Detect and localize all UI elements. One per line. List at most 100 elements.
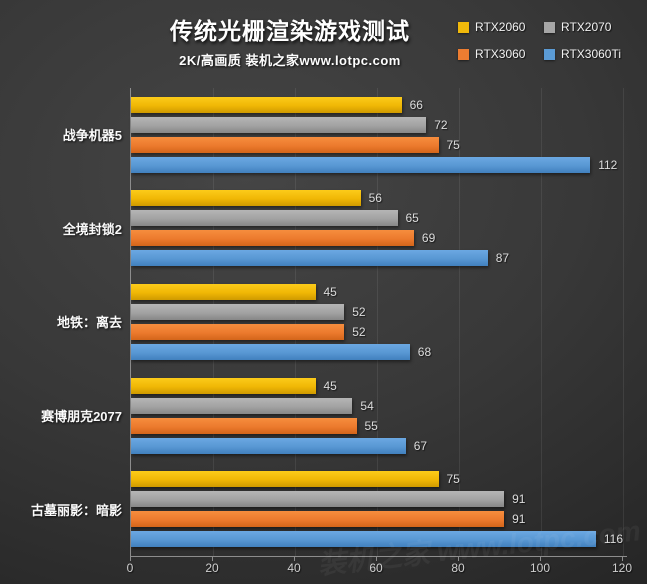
bar-value-label: 55 [364,418,378,433]
gridline [377,88,378,556]
category-label: 古墓丽影：暗影 [30,502,122,518]
bar-rtx3060 [131,417,357,434]
bar-rtx2060 [131,190,361,207]
bar-rtx3060 [131,136,439,153]
bar-value-label: 72 [434,117,448,132]
bar-value-label: 87 [495,251,510,266]
chart-title: 传统光栅渲染游戏测试 [170,18,410,44]
bar-row: 54 [131,397,623,414]
legend-item-rtx3060ti: RTX3060Ti [544,47,621,61]
x-axis-tick-label: 100 [529,561,551,575]
legend-swatch-icon [458,48,469,60]
gridline [459,88,460,556]
plot-area: 66 72 75 112 56 65 69 87 45 52 52 68 45 54 55 67 75 91 91 1… [130,88,624,556]
bar-rtx3060ti [131,343,410,360]
legend-swatch-icon [458,21,469,33]
bar-row: 52 [131,323,623,340]
x-axis-tick-label: 0 [126,561,134,575]
bar-row: 45 [131,283,623,300]
bar-rtx2070 [131,210,398,227]
bar-rtx2060 [131,283,316,300]
bar-value-label: 66 [409,97,423,112]
legend-swatch-icon [544,21,555,33]
category-label: 赛博朋克2077 [41,409,122,425]
gridline [295,88,296,556]
bar-value-label: 52 [352,304,366,319]
bar-value-label: 56 [368,191,382,206]
gridline [213,88,214,556]
x-axis-tick [622,556,623,561]
bar-row: 72 [131,116,623,133]
bar-rtx2060 [131,377,316,394]
bar-rtx2070 [131,491,505,508]
x-axis-tick [376,556,377,561]
legend-swatch-icon [544,48,555,60]
x-axis-tick [130,556,131,561]
category-label: 地铁：离去 [56,315,122,331]
chart-legend: RTX2060 RTX2070 RTX3060 RTX3060Ti [458,20,621,61]
bar-row: 65 [131,210,623,227]
bar-rtx3060 [131,511,505,528]
bar-row: 66 [131,96,623,113]
bar-group: 45 52 52 68 [131,275,623,369]
bar-rtx3060ti [131,531,596,548]
x-axis-tick-label: 120 [611,561,633,575]
legend-item-rtx2070: RTX2070 [544,20,621,34]
x-axis-tick-label: 60 [369,561,383,575]
x-axis-labels: 0 20 40 60 80 100 120 [126,561,632,577]
legend-label: RTX3060Ti [561,47,622,61]
bar-row: 91 [131,511,623,528]
bar-value-label: 65 [405,211,419,226]
bar-rtx3060 [131,323,345,340]
bar-value-label: 45 [323,378,337,393]
bar-value-label: 91 [512,492,526,507]
x-axis-ticks [130,556,623,561]
bar-rtx2060 [131,471,439,488]
bar-row: 67 [131,437,623,454]
bar-rtx3060ti [131,437,406,454]
legend-item-rtx3060: RTX3060 [458,47,544,61]
bar-rtx2060 [131,96,402,113]
x-axis-tick-label: 40 [287,561,301,575]
legend-item-rtx2060: RTX2060 [458,20,544,34]
bar-row: 75 [131,471,623,488]
x-axis-line [130,556,627,557]
bar-value-label: 52 [352,324,366,339]
bar-row: 52 [131,303,623,320]
bar-row: 68 [131,343,623,360]
bar-value-label: 112 [598,157,618,172]
category-label: 全境封锁2 [62,221,122,237]
bar-row: 75 [131,136,623,153]
x-axis-tick [540,556,541,561]
bar-rtx2070 [131,397,353,414]
bar-group: 45 54 55 67 [131,369,623,463]
bar-value-label: 67 [413,438,428,453]
bar-group: 66 72 75 112 [131,88,623,182]
bar-row: 45 [131,377,623,394]
bar-value-label: 75 [446,472,460,487]
legend-label: RTX3060 [475,47,526,61]
bar-group: 75 91 91 116 [131,462,623,556]
x-axis-tick-label: 20 [205,561,219,575]
category-label: 战争机器5 [62,128,122,144]
bar-row: 116 [131,531,623,548]
gridline [541,88,542,556]
bar-row: 56 [131,190,623,207]
chart-header: 传统光栅渲染游戏测试 2K/高画质 装机之家www.lotpc.com [108,12,472,69]
bar-value-label: 75 [446,137,460,152]
bar-row: 87 [131,250,623,267]
bar-value-label: 69 [421,231,436,246]
bar-rtx2070 [131,116,427,133]
legend-label: RTX2070 [561,20,612,34]
x-axis-tick-label: 80 [451,561,465,575]
x-axis-tick [458,556,459,561]
bar-rtx3060 [131,230,414,247]
bar-value-label: 45 [323,284,337,299]
bar-groups: 66 72 75 112 56 65 69 87 45 52 52 68 45 54 55 67 75 91 91 1… [131,88,623,556]
bar-rtx3060ti [131,156,591,173]
x-axis-tick [294,556,295,561]
gridline [623,88,624,556]
bar-row: 91 [131,491,623,508]
bar-group: 56 65 69 87 [131,182,623,276]
